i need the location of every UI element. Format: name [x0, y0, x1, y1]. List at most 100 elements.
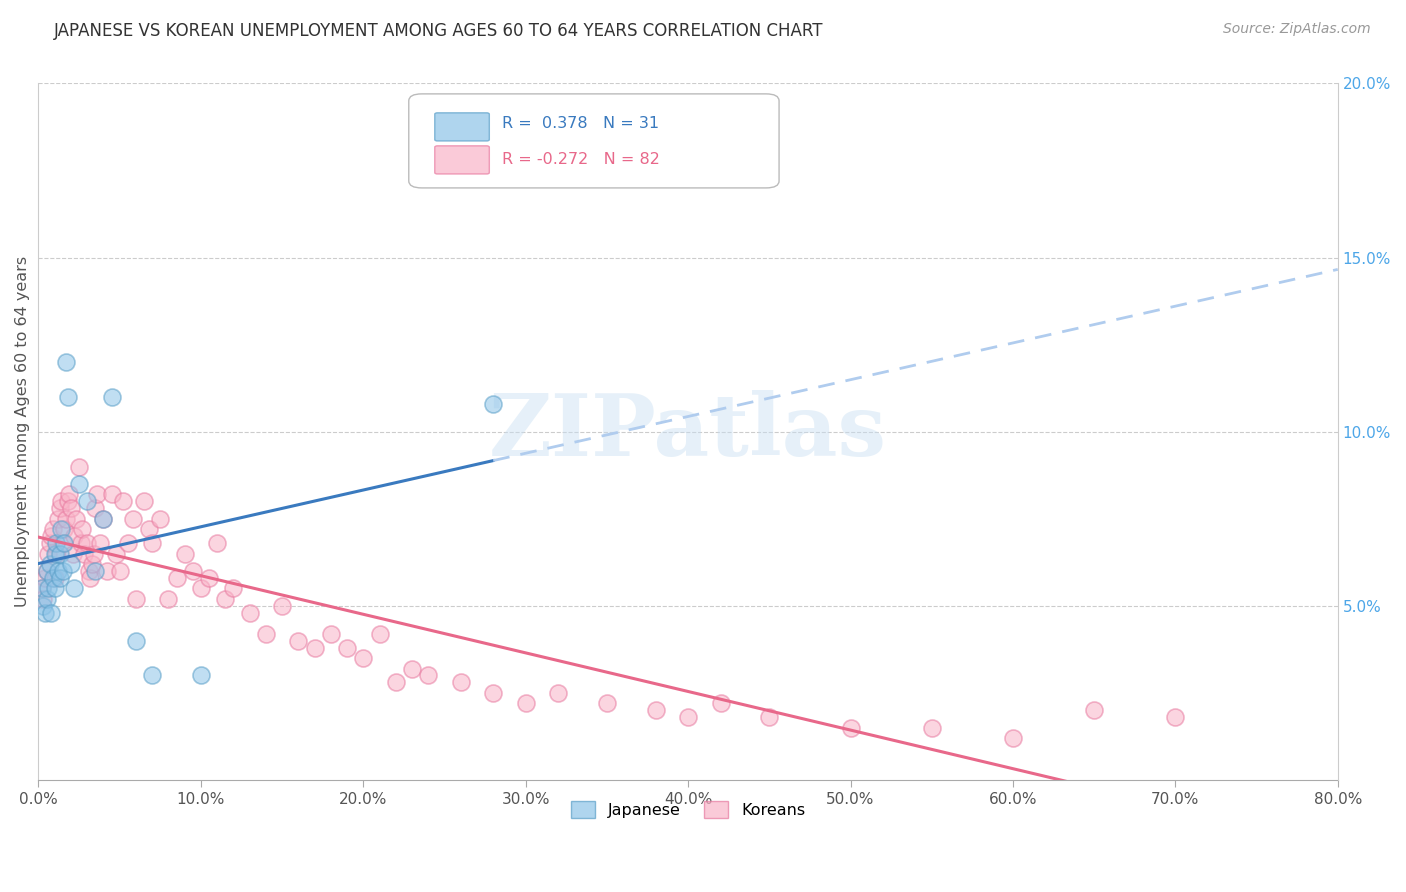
Point: [166, 571, 188, 585]
Point: [205, 536, 228, 550]
Point: [93, 512, 115, 526]
Point: [58, 487, 80, 501]
Point: [45, 547, 67, 561]
Point: [34, 571, 56, 585]
Point: [515, 696, 537, 710]
Point: [132, 494, 155, 508]
Point: [32, 599, 55, 613]
Point: [100, 487, 122, 501]
Point: [31, 582, 53, 596]
Point: [44, 547, 66, 561]
Y-axis label: Unemployment Among Ages 60 to 64 years: Unemployment Among Ages 60 to 64 years: [15, 256, 30, 607]
Point: [352, 651, 374, 665]
Point: [198, 571, 221, 585]
Point: [73, 547, 96, 561]
Point: [450, 675, 472, 690]
Point: [839, 721, 862, 735]
Point: [79, 571, 101, 585]
Point: [100, 390, 122, 404]
Point: [37, 582, 59, 596]
Point: [35, 564, 58, 578]
Point: [72, 522, 94, 536]
Point: [63, 582, 86, 596]
Point: [125, 591, 148, 606]
Point: [368, 626, 391, 640]
Point: [77, 564, 100, 578]
Point: [46, 512, 69, 526]
Point: [35, 591, 58, 606]
Point: [149, 512, 172, 526]
Point: [56, 494, 79, 508]
Point: [55, 512, 77, 526]
Text: JAPANESE VS KOREAN UNEMPLOYMENT AMONG AGES 60 TO 64 YEARS CORRELATION CHART: JAPANESE VS KOREAN UNEMPLOYMENT AMONG AG…: [53, 22, 823, 40]
Point: [758, 710, 780, 724]
Point: [51, 522, 73, 536]
Point: [138, 522, 160, 536]
Point: [1001, 731, 1024, 746]
Point: [46, 564, 69, 578]
Point: [56, 390, 79, 404]
Point: [31, 582, 53, 596]
Point: [214, 591, 236, 606]
Legend: Japanese, Koreans: Japanese, Koreans: [565, 795, 811, 824]
Point: [44, 582, 66, 596]
Point: [271, 599, 294, 613]
Text: R =  0.378   N = 31: R = 0.378 N = 31: [502, 116, 659, 131]
Point: [401, 661, 423, 675]
Point: [93, 512, 115, 526]
Point: [48, 547, 70, 561]
Point: [644, 703, 666, 717]
Point: [304, 640, 326, 655]
FancyBboxPatch shape: [434, 112, 489, 141]
Point: [105, 547, 128, 561]
Point: [482, 397, 505, 411]
Point: [1164, 710, 1187, 724]
Point: [89, 536, 111, 550]
Point: [384, 675, 406, 690]
Text: Source: ZipAtlas.com: Source: ZipAtlas.com: [1223, 22, 1371, 37]
Point: [84, 564, 107, 578]
Point: [921, 721, 943, 735]
Point: [141, 536, 163, 550]
FancyBboxPatch shape: [434, 145, 489, 174]
Point: [190, 668, 212, 682]
Point: [80, 557, 103, 571]
Point: [710, 696, 733, 710]
Point: [53, 536, 76, 550]
Point: [41, 606, 63, 620]
Point: [84, 501, 107, 516]
Point: [44, 571, 66, 585]
Text: ZIPatlas: ZIPatlas: [489, 390, 887, 474]
Point: [51, 494, 73, 508]
Point: [108, 564, 131, 578]
Point: [239, 606, 262, 620]
Point: [69, 536, 91, 550]
Point: [53, 522, 76, 536]
Point: [34, 606, 56, 620]
Point: [55, 355, 77, 369]
Point: [65, 512, 87, 526]
Point: [96, 564, 118, 578]
Point: [52, 564, 75, 578]
FancyBboxPatch shape: [409, 94, 779, 188]
Point: [596, 696, 619, 710]
Point: [35, 564, 58, 578]
Point: [547, 686, 569, 700]
Point: [117, 536, 139, 550]
Point: [173, 547, 195, 561]
Point: [141, 668, 163, 682]
Point: [59, 557, 82, 571]
Point: [42, 522, 65, 536]
Point: [67, 477, 90, 491]
Point: [222, 582, 245, 596]
Point: [86, 487, 108, 501]
Point: [52, 536, 75, 550]
Point: [482, 686, 505, 700]
Point: [254, 626, 277, 640]
Point: [181, 564, 204, 578]
Point: [41, 529, 63, 543]
Point: [336, 640, 359, 655]
Point: [38, 536, 60, 550]
Point: [76, 494, 98, 508]
Point: [48, 501, 70, 516]
